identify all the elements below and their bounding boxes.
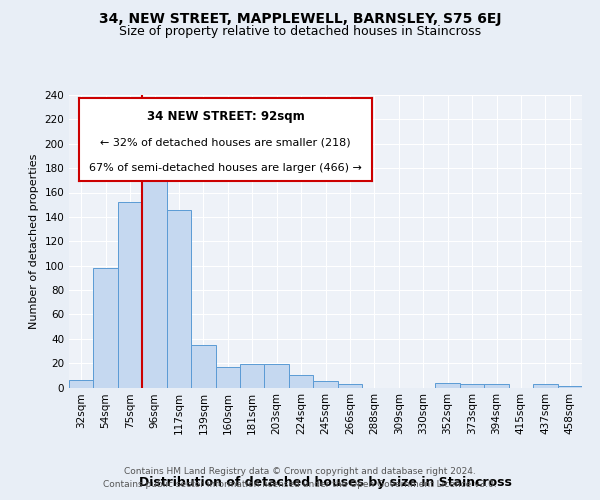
Bar (142, 144, 167, 388)
Text: 34, NEW STREET, MAPPLEWELL, BARNSLEY, S75 6EJ: 34, NEW STREET, MAPPLEWELL, BARNSLEY, S7… (99, 12, 501, 26)
Text: Size of property relative to detached houses in Staincross: Size of property relative to detached ho… (119, 25, 481, 38)
Bar (484, 384, 509, 388)
Text: Contains public sector information licensed under the Open Government Licence v3: Contains public sector information licen… (103, 480, 497, 489)
Bar (338, 384, 362, 388)
Bar (240, 364, 265, 388)
Text: Contains HM Land Registry data © Crown copyright and database right 2024.: Contains HM Land Registry data © Crown c… (124, 467, 476, 476)
Bar (533, 384, 557, 388)
X-axis label: Distribution of detached houses by size in Staincross: Distribution of detached houses by size … (139, 476, 512, 489)
Bar (265, 364, 289, 388)
Bar (460, 384, 484, 388)
Bar (94, 268, 118, 388)
Y-axis label: Number of detached properties: Number of detached properties (29, 154, 39, 329)
Bar (436, 382, 460, 388)
Bar (118, 202, 142, 388)
Bar (191, 345, 215, 388)
Bar (215, 367, 240, 388)
Bar (313, 382, 338, 388)
Bar (289, 376, 313, 388)
Bar (69, 380, 94, 388)
Bar (557, 386, 582, 388)
Bar (167, 210, 191, 388)
